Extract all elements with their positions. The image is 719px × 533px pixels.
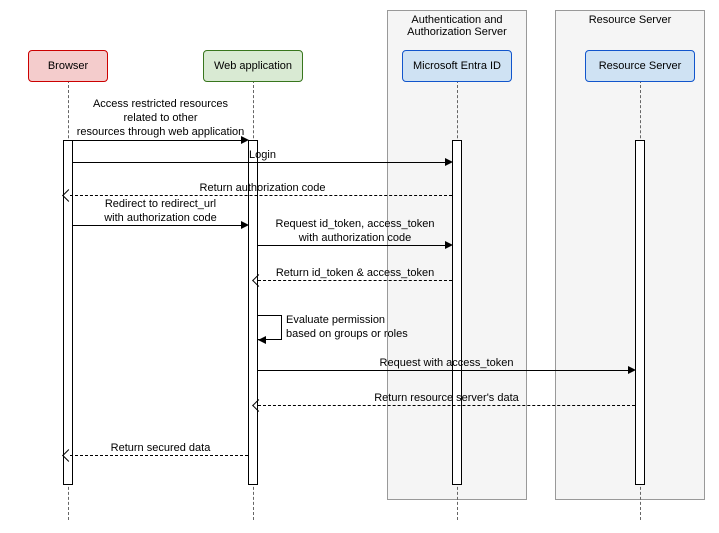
arrow-m4 xyxy=(73,225,241,226)
msg-request-with-token: Request with access_token xyxy=(258,357,635,371)
participant-resource-label: Resource Server xyxy=(599,60,682,72)
msg-login: Login xyxy=(73,149,452,163)
participant-webapp-label: Web application xyxy=(214,60,292,72)
participant-entra: Microsoft Entra ID xyxy=(402,50,512,82)
msg-return-secured-data: Return secured data xyxy=(73,442,248,456)
arrowhead-m7 xyxy=(258,336,266,344)
sequence-diagram: Authentication and Authorization Server … xyxy=(0,0,719,533)
arrowhead-m8 xyxy=(628,366,636,374)
zone-auth-server-label: Authentication and Authorization Server xyxy=(387,14,527,38)
msg-request-tokens: Request id_token, access_token with auth… xyxy=(258,218,452,246)
participant-resource: Resource Server xyxy=(585,50,695,82)
arrowhead-m1 xyxy=(241,136,249,144)
msg-return-resource-data: Return resource server's data xyxy=(258,392,635,406)
participant-entra-label: Microsoft Entra ID xyxy=(413,60,501,72)
activation-entra xyxy=(452,140,462,485)
arrow-m8 xyxy=(258,370,628,371)
arrow-m10 xyxy=(70,455,248,456)
msg-evaluate-permission: Evaluate permission based on groups or r… xyxy=(286,314,446,342)
arrowhead-m5 xyxy=(445,241,453,249)
arrow-m1 xyxy=(73,140,241,141)
participant-browser: Browser xyxy=(28,50,108,82)
msg-access-restricted: Access restricted resources related to o… xyxy=(73,98,248,139)
msg-redirect: Redirect to redirect_url with authorizat… xyxy=(73,198,248,226)
arrowhead-m2 xyxy=(445,158,453,166)
msg-return-tokens: Return id_token & access_token xyxy=(258,267,452,281)
zone-resource-server-label: Resource Server xyxy=(555,14,705,26)
arrowhead-m4 xyxy=(241,221,249,229)
msg-return-auth-code: Return authorization code xyxy=(73,182,452,196)
arrow-m2 xyxy=(73,162,445,163)
activation-resource xyxy=(635,140,645,485)
participant-browser-label: Browser xyxy=(48,60,88,72)
arrow-m9 xyxy=(258,405,635,406)
zone-resource-server xyxy=(555,10,705,500)
participant-webapp: Web application xyxy=(203,50,303,82)
arrow-m3 xyxy=(70,195,452,196)
arrow-m6 xyxy=(258,280,452,281)
arrow-m5 xyxy=(258,245,445,246)
